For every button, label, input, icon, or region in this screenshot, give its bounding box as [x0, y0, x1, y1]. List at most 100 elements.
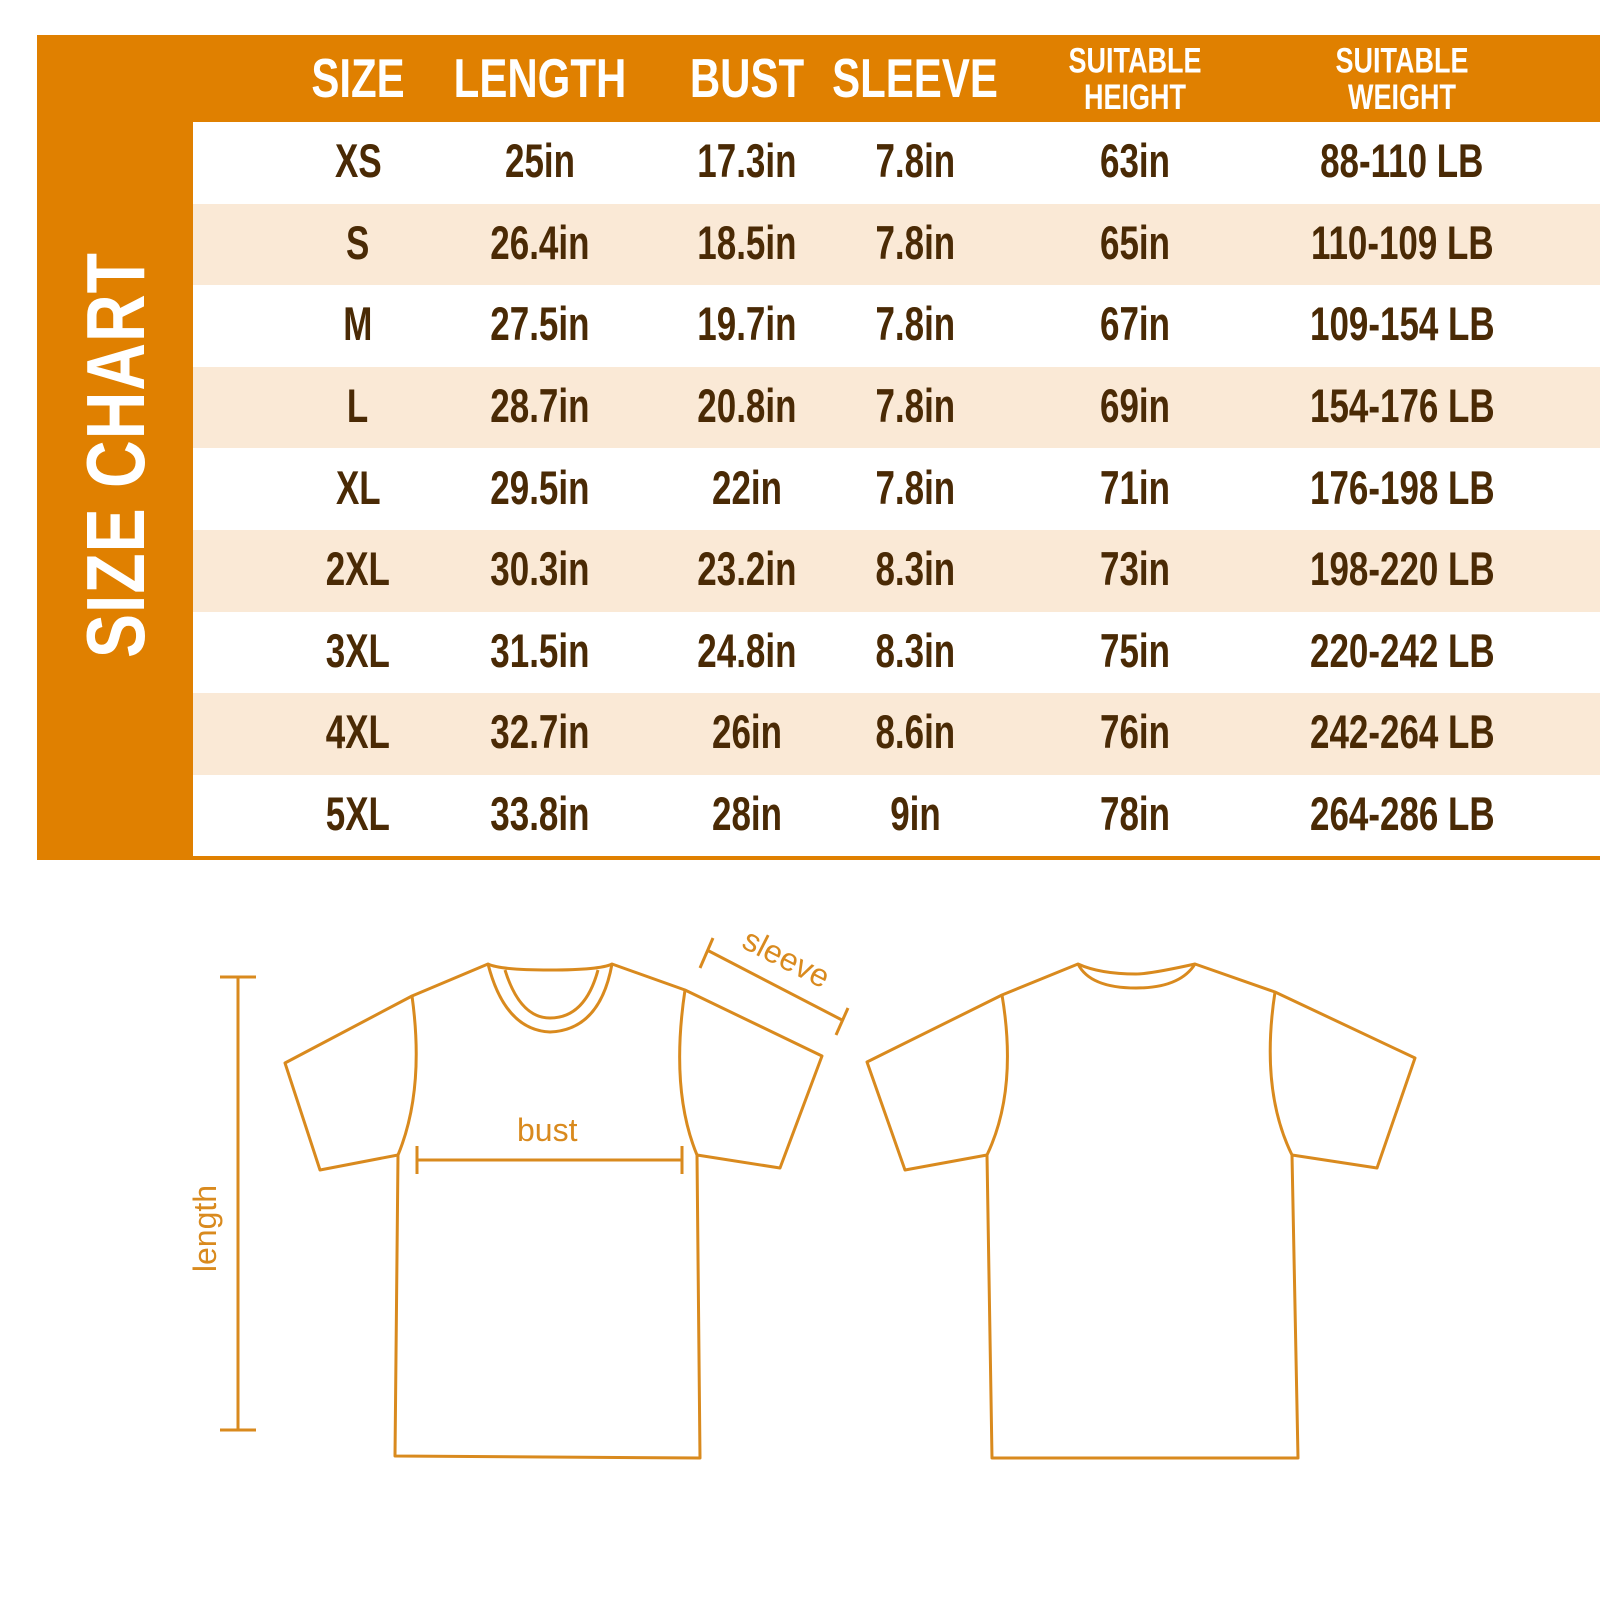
- column-header: SLEEVE: [830, 35, 1000, 122]
- cell-value: 76in: [1100, 707, 1170, 760]
- table-cell: 3XL: [278, 612, 438, 694]
- cell-value: L: [347, 380, 369, 434]
- column-header: SUITABLE HEIGHT: [1025, 35, 1245, 122]
- cell-value: 20.8in: [697, 380, 797, 434]
- table-cell: 32.7in: [440, 693, 640, 775]
- table-cell: 242-264 LB: [1252, 693, 1552, 775]
- column-header-label: SLEEVE: [832, 47, 998, 109]
- cell-value: 109-154 LB: [1309, 299, 1495, 352]
- cell-value: 198-220 LB: [1309, 543, 1495, 597]
- table-cell: 88-110 LB: [1252, 122, 1552, 204]
- table-cell: 176-198 LB: [1252, 448, 1552, 530]
- size-chart-sidebar: SIZE CHART: [37, 35, 193, 860]
- table-cell: 29.5in: [440, 448, 640, 530]
- table-cell: 154-176 LB: [1252, 367, 1552, 449]
- cell-value: 19.7in: [697, 299, 797, 352]
- table-cell: 2XL: [278, 530, 438, 612]
- cell-value: 264-286 LB: [1309, 788, 1495, 842]
- table-cell: 69in: [1025, 367, 1245, 449]
- back-tshirt: [865, 962, 1417, 1460]
- table-row: 4XL 32.7in 26in 8.6in 76in 242-264 LB: [193, 693, 1600, 775]
- table-row: 5XL 33.8in 28in 9in 78in 264-286 LB: [193, 774, 1600, 857]
- table-cell: 8.3in: [830, 612, 1000, 694]
- cell-value: 24.8in: [697, 625, 797, 678]
- table-cell: 264-286 LB: [1252, 775, 1552, 857]
- cell-value: 33.8in: [490, 788, 590, 842]
- table-cell: 24.8in: [657, 612, 837, 694]
- tshirt-diagram: sleeve bust length: [0, 900, 1600, 1550]
- table-cell: 19.7in: [657, 285, 837, 367]
- table-cell: 18.5in: [657, 204, 837, 286]
- cell-value: 8.3in: [875, 543, 955, 597]
- table-row: L 28.7in 20.8in 7.8in 69in 154-176 LB: [193, 366, 1600, 449]
- table-cell: 7.8in: [830, 367, 1000, 449]
- cell-value: 17.3in: [697, 135, 797, 189]
- table-cell: 73in: [1025, 530, 1245, 612]
- table-cell: 17.3in: [657, 122, 837, 204]
- table-cell: 26in: [657, 693, 837, 775]
- table-cell: 30.3in: [440, 530, 640, 612]
- cell-value: 7.8in: [875, 299, 955, 352]
- table-cell: 65in: [1025, 204, 1245, 286]
- table-cell: 110-109 LB: [1252, 204, 1552, 286]
- cell-value: 7.8in: [875, 380, 955, 434]
- table-row: M 27.5in 19.7in 7.8in 67in 109-154 LB: [193, 285, 1600, 367]
- table-cell: 9in: [830, 775, 1000, 857]
- table-cell: 78in: [1025, 775, 1245, 857]
- cell-value: 31.5in: [490, 625, 590, 678]
- front-collar: [486, 963, 614, 1034]
- cell-value: 28in: [712, 788, 782, 842]
- table-row: XL 29.5in 22in 7.8in 71in 176-198 LB: [193, 448, 1600, 530]
- cell-value: 69in: [1100, 380, 1170, 434]
- column-header: LENGTH: [440, 35, 640, 122]
- table-cell: 31.5in: [440, 612, 640, 694]
- table-body: XS 25in 17.3in 7.8in 63in 88-110 LB S 26.4in 18.…: [193, 122, 1600, 857]
- table-cell: 7.8in: [830, 204, 1000, 286]
- table-row: 3XL 31.5in 24.8in 8.3in 75in 220-242 LB: [193, 611, 1600, 694]
- cell-value: 242-264 LB: [1309, 707, 1495, 760]
- table-cell: 33.8in: [440, 775, 640, 857]
- cell-value: 29.5in: [490, 462, 590, 515]
- table-cell: L: [278, 367, 438, 449]
- cell-value: 26.4in: [490, 217, 590, 271]
- cell-value: 7.8in: [875, 462, 955, 515]
- front-tshirt: [283, 962, 824, 1460]
- cell-value: 2XL: [325, 543, 391, 597]
- cell-value: 220-242 LB: [1309, 625, 1495, 678]
- table-cell: 220-242 LB: [1252, 612, 1552, 694]
- table-cell: 7.8in: [830, 448, 1000, 530]
- column-header: BUST: [657, 35, 837, 122]
- cell-value: 71in: [1100, 462, 1170, 515]
- cell-value: 73in: [1100, 543, 1170, 597]
- table-cell: 63in: [1025, 122, 1245, 204]
- column-header-label: SUITABLE WEIGHT: [1335, 40, 1469, 117]
- table-cell: 26.4in: [440, 204, 640, 286]
- table-cell: 28.7in: [440, 367, 640, 449]
- table-cell: 25in: [440, 122, 640, 204]
- column-header-label: LENGTH: [453, 47, 627, 109]
- size-chart-title: SIZE CHART: [68, 252, 162, 658]
- table-cell: XS: [278, 122, 438, 204]
- table-cell: 8.3in: [830, 530, 1000, 612]
- table-cell: 27.5in: [440, 285, 640, 367]
- column-header-label: SUITABLE HEIGHT: [1068, 40, 1202, 117]
- table-cell: 8.6in: [830, 693, 1000, 775]
- cell-value: 32.7in: [490, 707, 590, 760]
- table-row: XS 25in 17.3in 7.8in 63in 88-110 LB: [193, 122, 1600, 204]
- cell-value: 78in: [1100, 788, 1170, 842]
- column-header: SUITABLE WEIGHT: [1252, 35, 1552, 122]
- cell-value: 7.8in: [875, 135, 955, 189]
- cell-value: M: [343, 299, 373, 352]
- table-cell: 71in: [1025, 448, 1245, 530]
- cell-value: 110-109 LB: [1310, 217, 1494, 271]
- table-row: 2XL 30.3in 23.2in 8.3in 73in 198-220 LB: [193, 529, 1600, 612]
- table-cell: 5XL: [278, 775, 438, 857]
- column-header-label: SIZE: [311, 47, 405, 109]
- size-chart-table: SIZE CHART SIZE LENGTH BUST SLEEVE SUITABLE H…: [37, 35, 1600, 860]
- table-cell: S: [278, 204, 438, 286]
- cell-value: 25in: [505, 135, 575, 189]
- table-row: S 26.4in 18.5in 7.8in 65in 110-109 LB: [193, 203, 1600, 286]
- bust-label: bust: [517, 1112, 578, 1148]
- cell-value: 7.8in: [875, 217, 955, 271]
- table-cell: 28in: [657, 775, 837, 857]
